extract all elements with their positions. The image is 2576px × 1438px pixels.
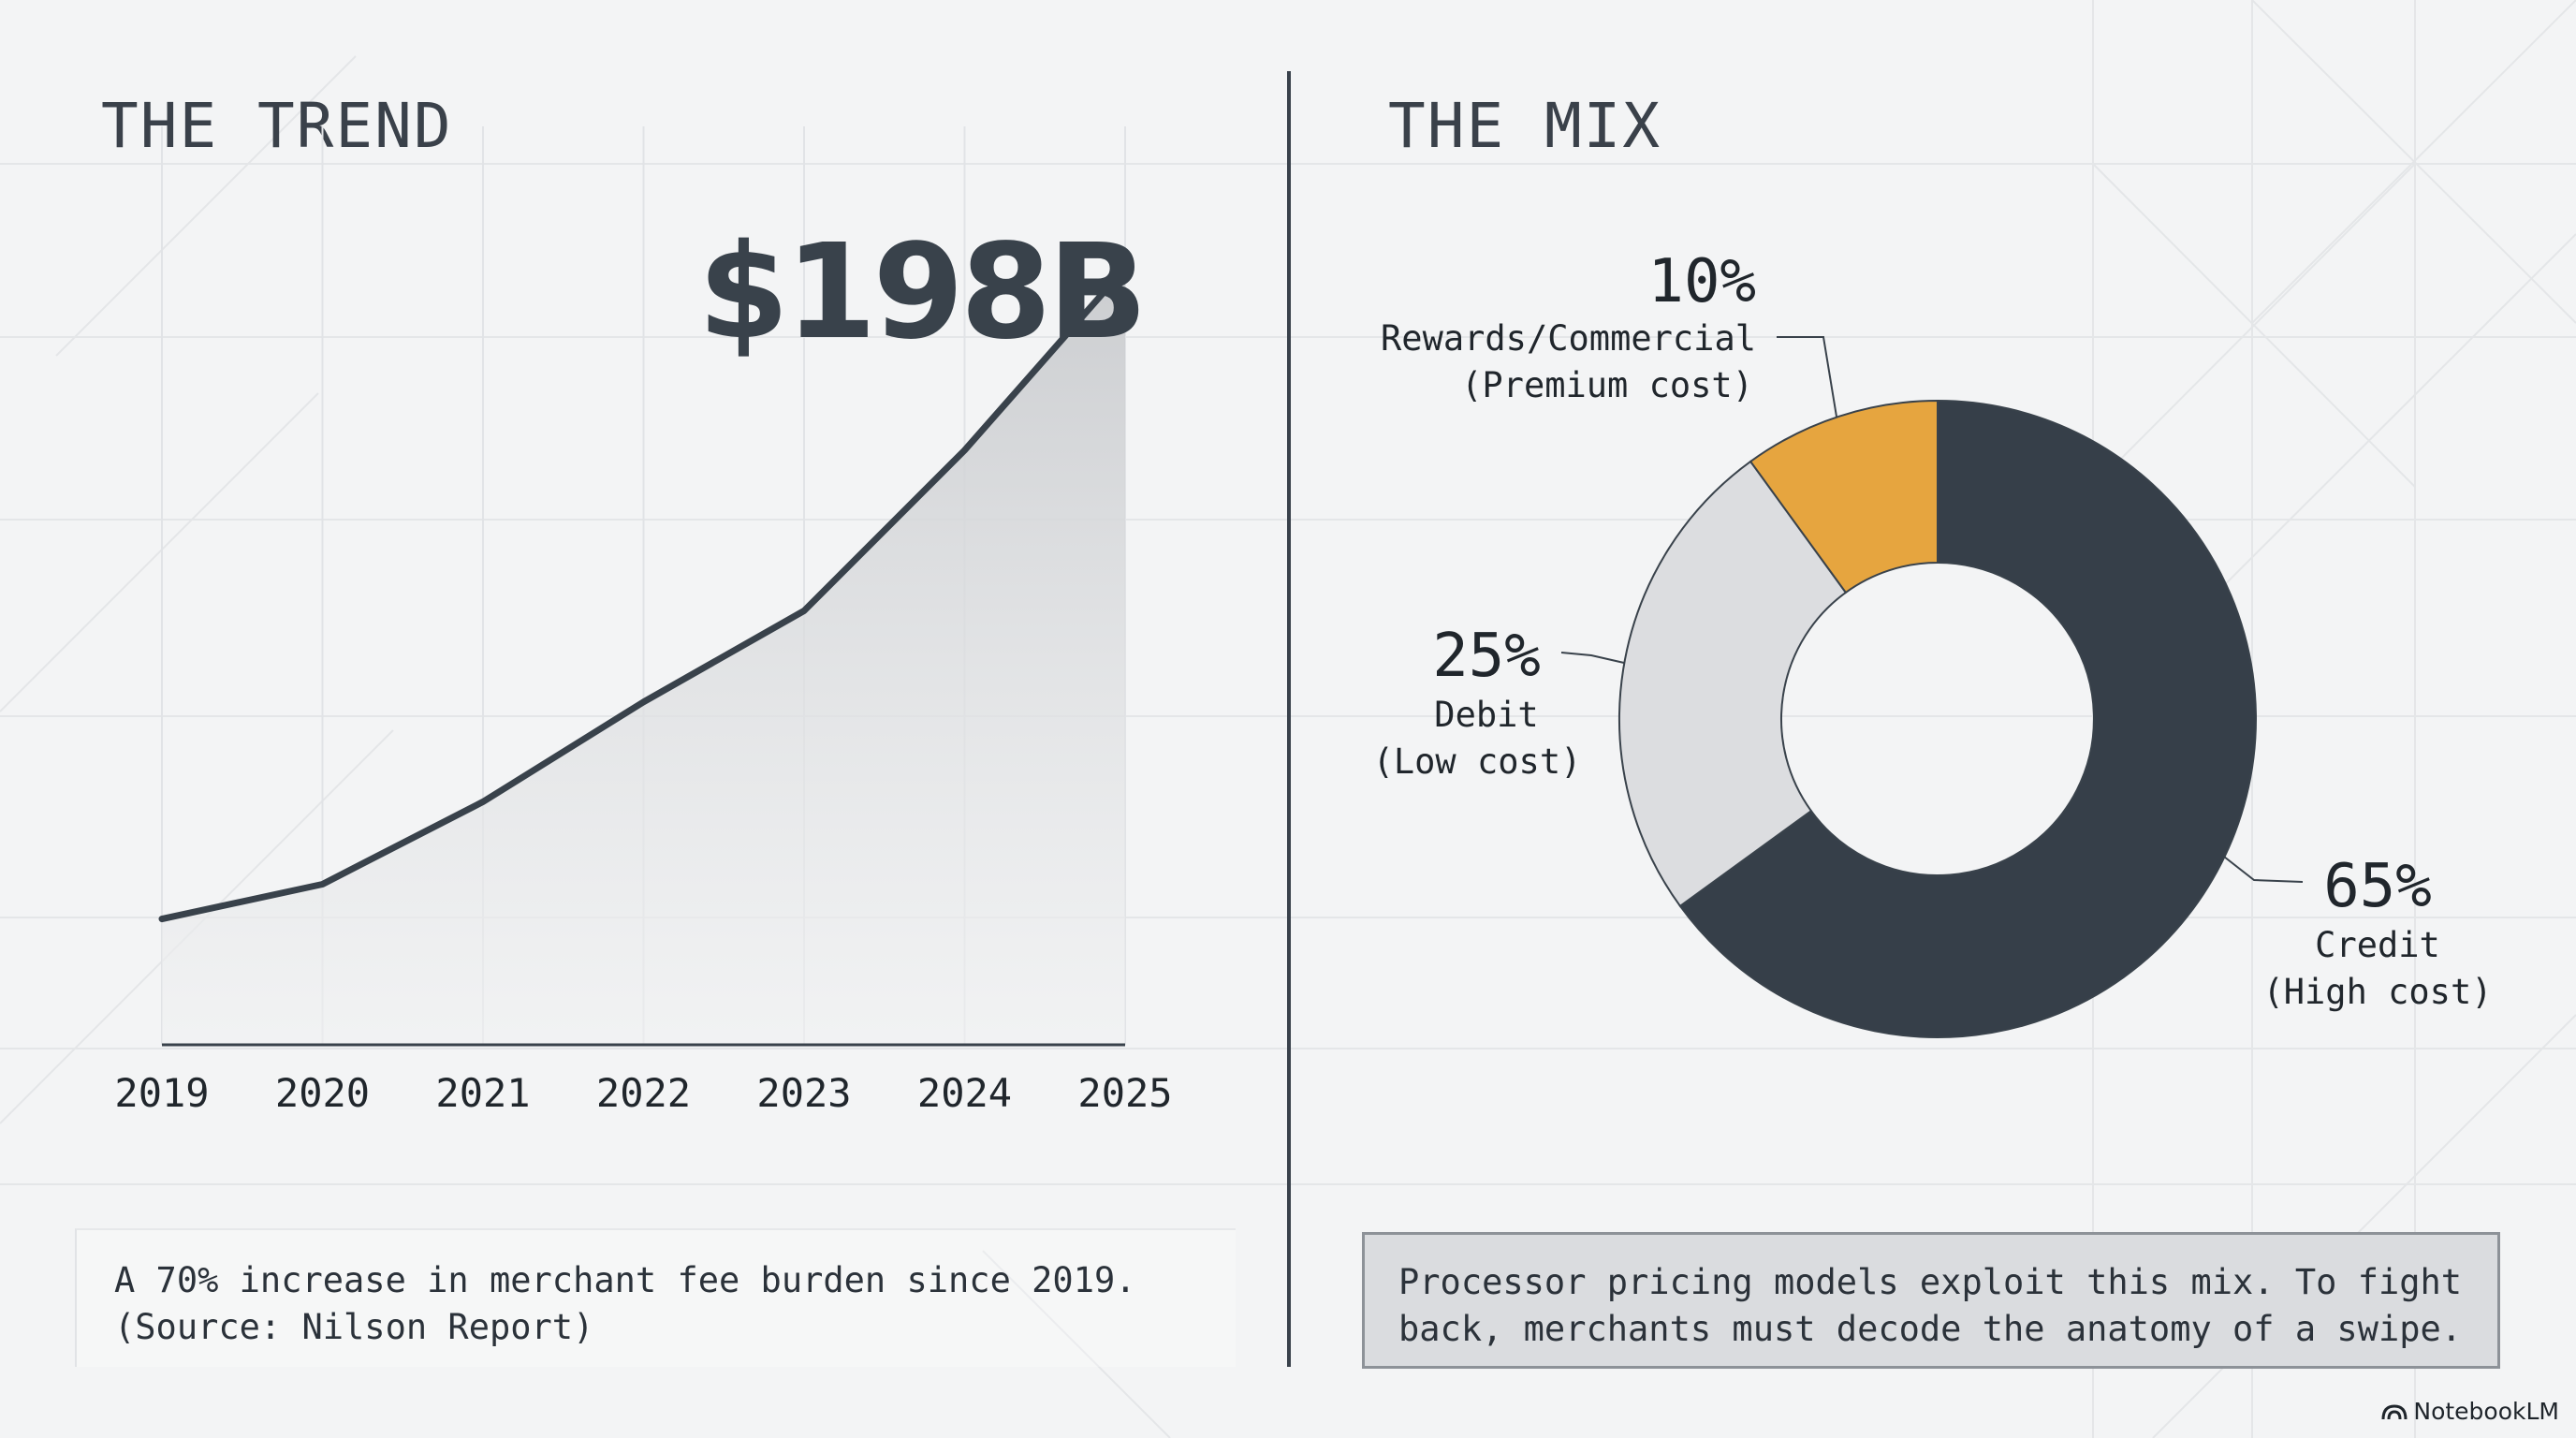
trend-series-line (158, 264, 1129, 923)
trend-section-title: THE TREND (101, 90, 453, 162)
slice-value-label: 25% (1432, 622, 1541, 691)
leader-line (1560, 652, 1625, 664)
leader-line (2223, 856, 2304, 883)
slice-sublabel: (Low cost) (1373, 741, 1582, 782)
slice-name-label: Debit (1434, 695, 1538, 735)
x-tick-label: 2021 (435, 1070, 530, 1116)
mix-section-title: THE MIX (1388, 90, 1662, 162)
trend-area-fill (162, 268, 1125, 1045)
slice-value-label: 65% (2323, 852, 2432, 921)
slice-name-label: Rewards/Commercial (1381, 318, 1756, 359)
slice-value-label: 10% (1647, 247, 1756, 316)
slice-name-label: Credit (2315, 925, 2440, 965)
x-axis-ticks: 2019 2020 2021 2022 2023 2024 2025 (114, 1070, 1172, 1116)
mix-caption-box: Processor pricing models exploit this mi… (1362, 1232, 2500, 1369)
x-tick-label: 2023 (756, 1070, 851, 1116)
x-tick-label: 2020 (275, 1070, 370, 1116)
donut-slice (1617, 460, 1848, 908)
slice-sublabel: (High cost) (2262, 972, 2492, 1012)
slice-sublabel: (Premium cost) (1461, 365, 1753, 405)
leader-line (1777, 336, 1837, 418)
trend-caption: A 70% increase in merchant fee burden si… (75, 1228, 1236, 1367)
headline-value: $198B (698, 216, 1144, 369)
donut-slice (1749, 399, 1939, 594)
x-tick-label: 2025 (1077, 1070, 1172, 1116)
notebooklm-logo-icon (2381, 1403, 2408, 1419)
notebooklm-logo: NotebookLM (2381, 1398, 2559, 1425)
x-tick-label: 2022 (596, 1070, 691, 1116)
donut-slice (1678, 399, 2257, 1038)
x-tick-label: 2019 (114, 1070, 209, 1116)
x-tick-label: 2024 (917, 1070, 1012, 1116)
section-divider (1287, 71, 1291, 1367)
brand-name: NotebookLM (2413, 1398, 2559, 1425)
